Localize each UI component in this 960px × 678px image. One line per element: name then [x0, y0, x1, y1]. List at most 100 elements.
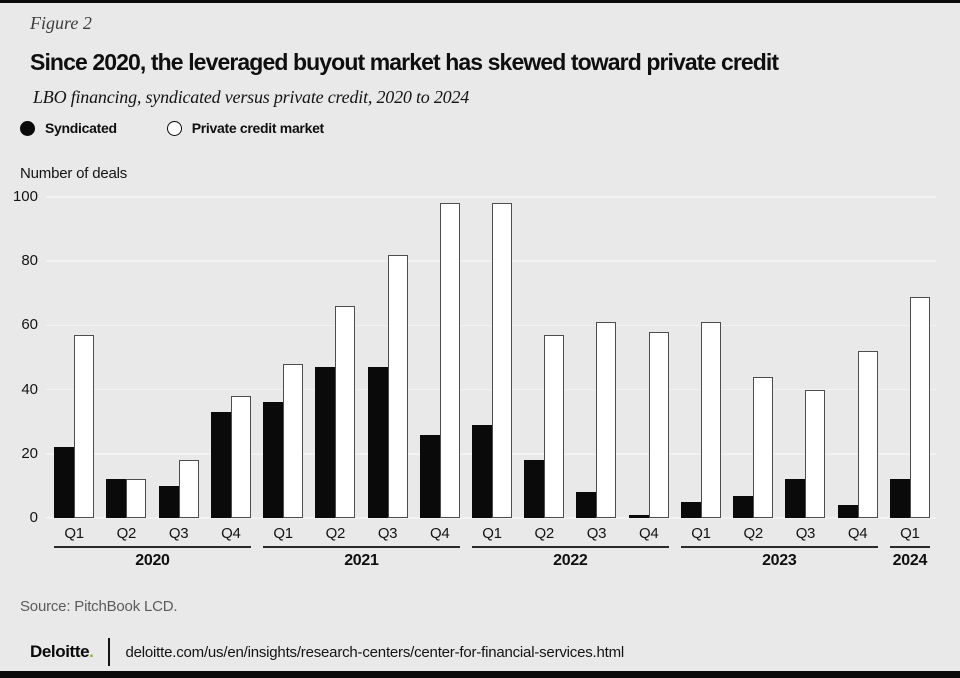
bar-pair	[315, 306, 356, 518]
deloitte-green-dot: .	[89, 642, 94, 661]
x-tick-label-2023-Q4: Q4	[847, 525, 868, 542]
gridline-0	[46, 517, 936, 519]
figure-label: Figure 2	[30, 13, 92, 33]
year-group-2023: Q1 Q2 Q3 Q4 2023	[675, 197, 884, 569]
bar-syndicated-2023-Q2	[733, 495, 754, 518]
bar-syndicated-2024-Q1	[889, 479, 910, 518]
bar-private-credit-2021-Q3	[387, 254, 408, 518]
year-underline-2024	[889, 546, 930, 548]
footer: Deloitte. deloitte.com/us/en/insights/re…	[30, 637, 624, 667]
quarter-cell-2021-Q3: Q3	[361, 197, 413, 542]
y-tick-label-0: 0	[29, 509, 38, 526]
bar-syndicated-2023-Q4	[837, 505, 858, 518]
bar-pair	[785, 389, 826, 518]
bar-syndicated-2022-Q1	[471, 424, 492, 518]
bar-syndicated-2021-Q3	[367, 367, 388, 518]
year-underline-2023	[680, 546, 878, 548]
footer-url: deloitte.com/us/en/insights/research-cen…	[125, 643, 625, 661]
bar-private-credit-2021-Q2	[335, 306, 356, 518]
quarter-cell-2020-Q1: Q1	[48, 197, 100, 542]
gridline-100	[46, 196, 936, 198]
quarter-cell-2023-Q1: Q1	[675, 197, 727, 542]
quarter-cell-2021-Q4: Q4	[414, 197, 466, 542]
quarter-cell-2020-Q3: Q3	[152, 197, 204, 542]
quarter-cell-2023-Q3: Q3	[779, 197, 831, 542]
y-tick-label-80: 80	[21, 252, 38, 270]
bar-syndicated-2023-Q3	[785, 479, 806, 518]
bar-pair	[733, 376, 774, 518]
bar-private-credit-2023-Q1	[700, 322, 721, 518]
x-tick-label-2020-Q1: Q1	[64, 525, 84, 542]
gridline-40	[46, 388, 936, 391]
top-border-rule	[0, 0, 960, 3]
quarter-cell-2022-Q1: Q1	[466, 197, 518, 542]
filled-circle-icon	[20, 120, 35, 136]
bar-private-credit-2021-Q1	[283, 363, 304, 518]
year-label-2023: 2023	[762, 552, 797, 569]
open-circle-icon	[166, 120, 182, 136]
year-label-2022: 2022	[553, 552, 588, 569]
legend-item-syndicated: Syndicated	[20, 120, 117, 136]
legend: Syndicated Private credit market	[20, 120, 324, 136]
plot-area: Q1 Q2 Q3 Q4 2020 Q1 Q2 Q3 Q4 2021 Q1 Q2 Q3 Q4 2022 Q1 Q2…	[48, 197, 936, 569]
year-underline-2021	[262, 546, 460, 548]
bar-private-credit-2021-Q4	[439, 203, 460, 518]
bar-private-credit-2023-Q4	[857, 351, 878, 518]
y-tick-label-40: 40	[21, 380, 38, 398]
quarter-cell-2020-Q4: Q4	[205, 197, 257, 542]
quarter-cell-2023-Q2: Q2	[727, 197, 779, 542]
bar-pair	[471, 203, 512, 518]
year-label-2024: 2024	[892, 552, 928, 569]
x-tick-label-2023-Q3: Q3	[795, 525, 816, 542]
bar-syndicated-2022-Q2	[524, 460, 545, 518]
year-group-2021: Q1 Q2 Q3 Q4 2021	[257, 197, 466, 569]
bar-pair	[158, 460, 199, 518]
bar-pair	[524, 335, 565, 518]
x-tick-label-2021-Q1: Q1	[273, 525, 293, 542]
x-tick-label-2020-Q2: Q2	[116, 525, 137, 542]
bottom-border-rule	[0, 671, 960, 678]
bar-private-credit-2022-Q3	[596, 322, 617, 518]
bar-syndicated-2021-Q1	[263, 402, 284, 518]
quarter-cell-2021-Q1: Q1	[257, 197, 309, 542]
x-tick-label-2022-Q4: Q4	[638, 525, 659, 542]
x-tick-label-2021-Q4: Q4	[430, 525, 450, 542]
legend-label: Private credit market	[191, 120, 325, 136]
bar-pair	[367, 254, 408, 518]
bar-private-credit-2022-Q1	[491, 203, 512, 518]
x-tick-label-2021-Q3: Q3	[377, 525, 398, 542]
quarter-cell-2020-Q2: Q2	[100, 197, 152, 542]
x-tick-label-2024-Q1: Q1	[900, 525, 920, 542]
bar-syndicated-2022-Q4	[628, 514, 649, 518]
bar-private-credit-2022-Q2	[544, 335, 565, 518]
bar-private-credit-2020-Q4	[230, 396, 251, 518]
bar-pair	[263, 363, 304, 518]
bar-private-credit-2023-Q3	[805, 389, 826, 518]
gridline-60	[46, 324, 936, 327]
x-tick-label-2021-Q2: Q2	[325, 525, 346, 542]
bar-pair	[680, 322, 721, 518]
bar-private-credit-2022-Q4	[648, 331, 669, 518]
x-tick-label-2020-Q4: Q4	[221, 525, 241, 542]
bar-private-credit-2023-Q2	[753, 376, 774, 518]
bar-pair	[576, 322, 617, 518]
quarter-cell-2022-Q4: Q4	[623, 197, 675, 542]
y-axis-title: Number of deals	[20, 165, 128, 182]
bar-pair	[419, 203, 460, 518]
year-label-2020: 2020	[135, 552, 170, 569]
year-label-2021: 2021	[344, 552, 379, 569]
page-subtitle: LBO financing, syndicated versus private…	[33, 87, 470, 107]
year-underline-2022	[471, 546, 669, 548]
y-tick-label-20: 20	[21, 444, 38, 462]
quarter-cell-2024-Q1: Q1	[884, 197, 936, 542]
bar-private-credit-2020-Q3	[178, 460, 199, 518]
y-tick-label-60: 60	[21, 316, 38, 334]
x-tick-label-2022-Q3: Q3	[586, 525, 607, 542]
x-tick-label-2023-Q1: Q1	[691, 525, 711, 542]
deloitte-logo: Deloitte.	[30, 642, 94, 661]
year-underline-2020	[54, 546, 251, 548]
year-group-2024: Q1 2024	[884, 197, 936, 569]
bar-private-credit-2024-Q1	[909, 296, 930, 518]
quarter-cell-2022-Q2: Q2	[518, 197, 570, 542]
bar-syndicated-2021-Q2	[315, 367, 336, 518]
